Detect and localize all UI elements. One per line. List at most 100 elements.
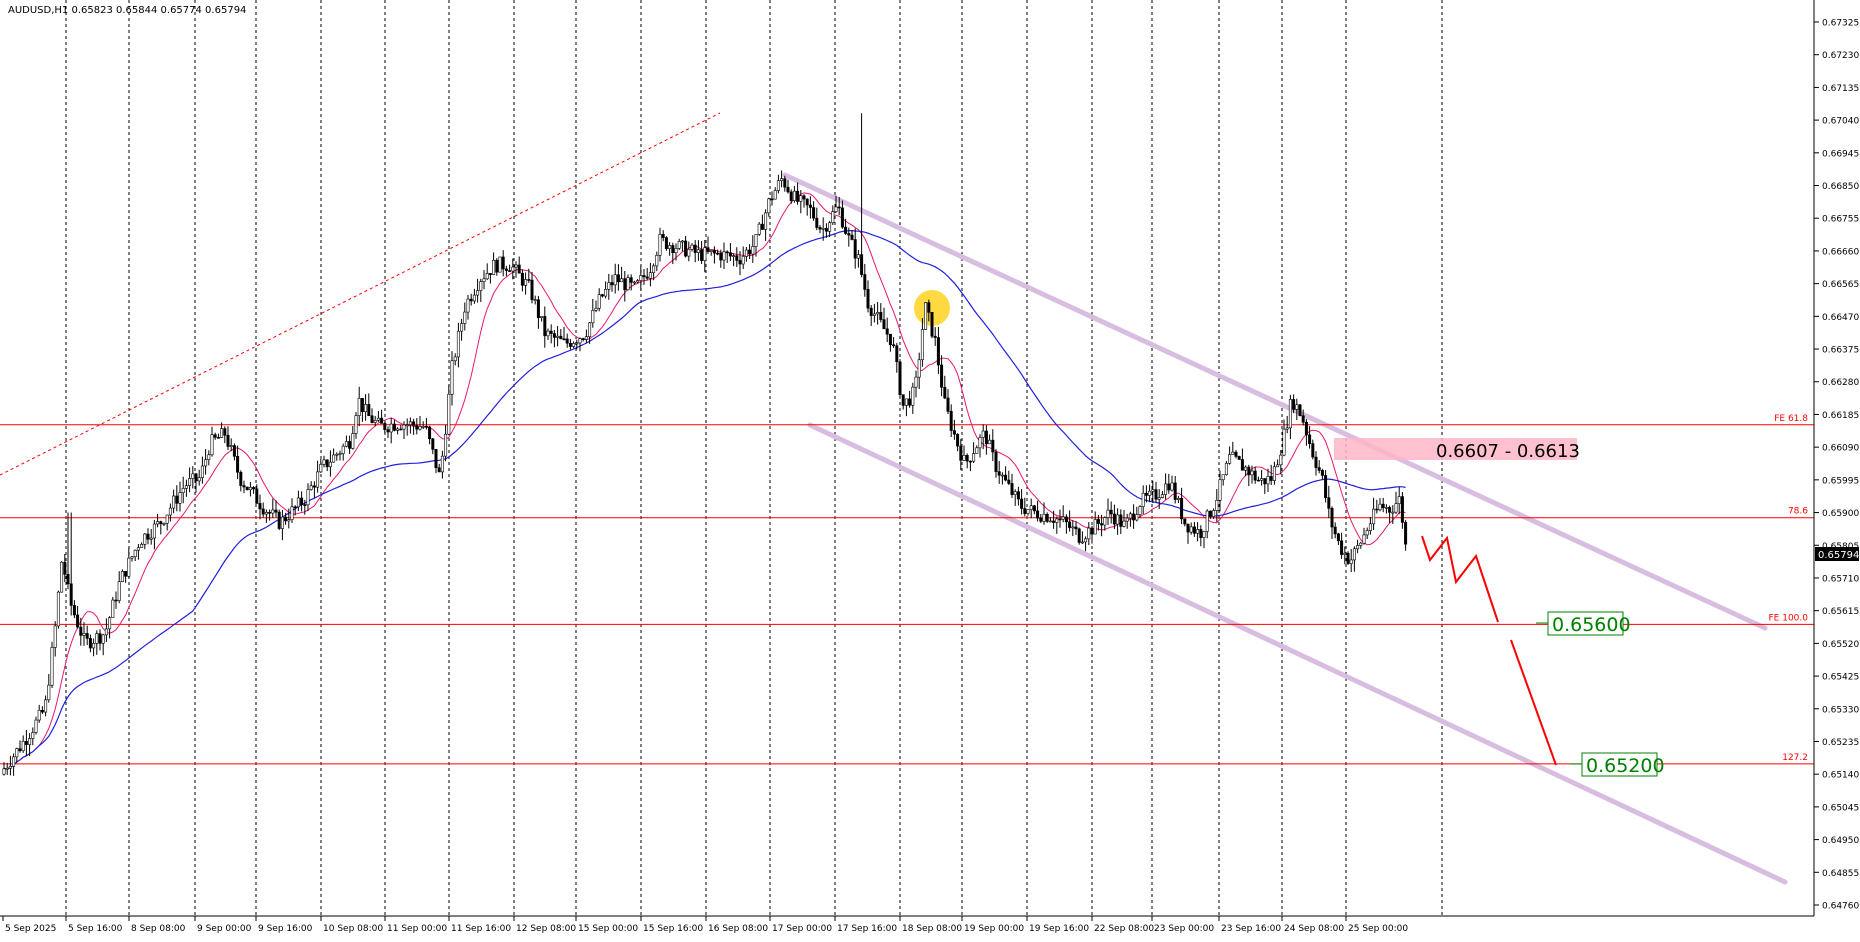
candle-body (1285, 427, 1289, 430)
time-tick-label: 11 Sep 16:00 (451, 924, 511, 934)
price-tick-label: 0.65710 (1822, 574, 1859, 584)
candle-body (1090, 527, 1094, 535)
time-tick-label: 12 Sep 08:00 (516, 924, 576, 934)
level-label: FE 61.8 (1774, 414, 1808, 424)
candle-body (719, 252, 723, 261)
annotations: 0.6607 - 0.6613 0.65600 0.65200 (1436, 441, 1665, 777)
trend-lines (0, 112, 1788, 885)
candle-body (1039, 517, 1043, 522)
time-axis: 5 Sep 2025 5 Sep 16:00 8 Sep 08:00 9 Sep 00… (2, 916, 1408, 934)
candle-body (594, 307, 598, 311)
candle-body (562, 338, 566, 341)
candle-body (1058, 518, 1062, 521)
candle-body (716, 252, 720, 255)
candle-body (466, 298, 470, 313)
price-tick-label: 0.64760 (1822, 902, 1859, 912)
candle-body (440, 455, 444, 473)
candle-body (1295, 404, 1299, 410)
candle-body (604, 288, 608, 297)
candle-body (117, 581, 121, 601)
candle-body (575, 342, 579, 345)
candle-body (370, 415, 374, 423)
candle-body (780, 178, 784, 181)
candle-body (1221, 474, 1225, 481)
candle-body (1384, 507, 1388, 509)
candle-body (511, 266, 515, 272)
candle-body (290, 506, 294, 520)
candle-body (684, 240, 688, 257)
candle-body (504, 268, 508, 271)
candle-body (252, 487, 256, 490)
candle-body (149, 537, 153, 540)
candle-body (248, 487, 252, 491)
candle-body (1026, 509, 1030, 514)
candle-body (405, 424, 409, 426)
candle-body (712, 250, 716, 254)
candle-body (789, 191, 793, 201)
candle-body (1023, 508, 1027, 514)
candle-body (687, 248, 691, 257)
candle-body (396, 428, 400, 431)
candle-body (671, 245, 675, 253)
candle-body (380, 417, 384, 424)
candle-body (463, 311, 467, 324)
candle-body (565, 338, 569, 344)
candle-body (5, 767, 9, 770)
candle-body (85, 633, 89, 639)
candle-body (584, 336, 588, 340)
candle-body (1016, 491, 1020, 500)
candle-body (120, 571, 124, 582)
candle-body (351, 433, 355, 449)
candle-body (1244, 466, 1248, 471)
candle-body (437, 467, 441, 473)
candle-body (485, 273, 489, 280)
candle-body (892, 344, 896, 347)
candle-body (933, 335, 937, 338)
candle-body (821, 227, 825, 230)
time-tick-label: 8 Sep 08:00 (131, 924, 186, 934)
candle-body (130, 556, 134, 559)
candle-body (1087, 527, 1091, 540)
candle-body (1343, 552, 1347, 555)
candle-body (709, 250, 713, 252)
candle-body (828, 222, 832, 232)
candle-body (760, 223, 764, 230)
candle-body (1272, 466, 1276, 481)
candle-body (1141, 492, 1145, 507)
price-tick-label: 0.65805 (1822, 542, 1859, 552)
candle-body (434, 449, 438, 469)
candle-body (1304, 421, 1308, 436)
candle-body (133, 549, 137, 558)
resistance-zone (1334, 438, 1577, 460)
candle-body (354, 415, 358, 434)
candle-body (63, 561, 67, 575)
candle-body (546, 330, 550, 337)
candle-body (616, 274, 620, 283)
candle-body (706, 247, 710, 252)
price-tick-label: 0.66470 (1822, 313, 1859, 323)
price-tick-label: 0.66090 (1822, 444, 1859, 454)
candle-body (1004, 474, 1008, 481)
projection-zigzag (1421, 535, 1499, 623)
candle-body (1132, 513, 1136, 521)
candle-body (136, 547, 140, 551)
candle-body (850, 234, 854, 240)
candle-body (1404, 522, 1408, 545)
candle-body (1298, 404, 1302, 416)
candle-body (559, 335, 563, 340)
candle-body (188, 478, 192, 486)
candle-body (1103, 517, 1107, 526)
candle-body (1080, 541, 1084, 544)
candle-body (549, 330, 553, 334)
candle-body (162, 522, 166, 525)
time-tick-label: 9 Sep 00:00 (197, 924, 252, 934)
candle-body (831, 211, 835, 224)
candle-body (34, 719, 38, 733)
candle-body (239, 471, 243, 486)
candle-body (1260, 478, 1264, 481)
candle-body (8, 766, 12, 769)
candle-body (1084, 538, 1088, 543)
candle-body (476, 290, 480, 296)
candle-body (306, 489, 310, 506)
